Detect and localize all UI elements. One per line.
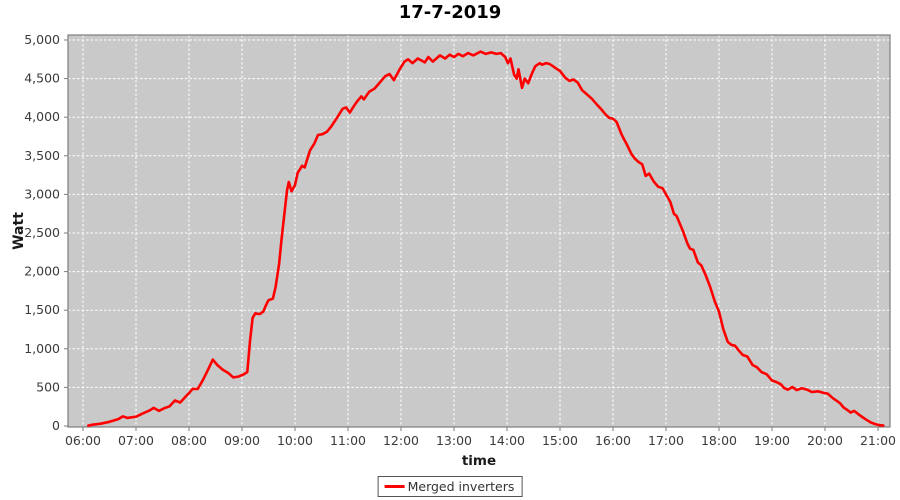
x-tick-label: 10:00 bbox=[277, 433, 313, 448]
y-tick-label: 0 bbox=[52, 418, 60, 433]
x-tick-label: 06:00 bbox=[65, 433, 101, 448]
plot-area bbox=[68, 35, 890, 427]
x-tick-label: 08:00 bbox=[171, 433, 207, 448]
y-tick-label: 3,000 bbox=[24, 186, 60, 201]
legend-line-sample bbox=[384, 485, 405, 488]
x-tick-label: 12:00 bbox=[383, 433, 419, 448]
x-tick-label: 20:00 bbox=[807, 433, 843, 448]
x-tick-label: 11:00 bbox=[330, 433, 366, 448]
y-tick-label: 5,000 bbox=[24, 32, 60, 47]
y-tick-label: 2,500 bbox=[24, 225, 60, 240]
x-tick-label: 15:00 bbox=[542, 433, 578, 448]
x-tick-label: 18:00 bbox=[701, 433, 737, 448]
y-axis-title: Watt bbox=[11, 212, 27, 250]
x-tick-label: 16:00 bbox=[595, 433, 631, 448]
series-line bbox=[87, 50, 885, 427]
legend: Merged inverters bbox=[377, 476, 523, 497]
line-chart: 0 500 1,000 1,500 2,000 2,500 3,000 3,500 4,000 4… bbox=[11, 32, 896, 469]
y-tick-label: 4,000 bbox=[24, 109, 60, 124]
plot-border bbox=[67, 34, 891, 428]
x-tick-label: 17:00 bbox=[648, 433, 684, 448]
y-tick-label: 4,500 bbox=[24, 71, 60, 86]
x-tick-label: 09:00 bbox=[224, 433, 260, 448]
y-tick-label: 1,500 bbox=[24, 302, 60, 317]
y-tick-label: 500 bbox=[36, 379, 60, 394]
y-tick-label: 1,000 bbox=[24, 341, 60, 356]
x-axis-title: time bbox=[462, 453, 496, 469]
x-tick-label: 13:00 bbox=[436, 433, 472, 448]
x-tick-label: 14:00 bbox=[489, 433, 525, 448]
chart-title: 17-7-2019 bbox=[398, 2, 502, 23]
y-tick-label: 2,000 bbox=[24, 264, 60, 279]
x-tick-label: 21:00 bbox=[860, 433, 896, 448]
x-tick-label: 07:00 bbox=[118, 433, 154, 448]
legend-series-label: Merged inverters bbox=[407, 479, 515, 494]
x-tick-label: 19:00 bbox=[754, 433, 790, 448]
y-tick-label: 3,500 bbox=[24, 148, 60, 163]
